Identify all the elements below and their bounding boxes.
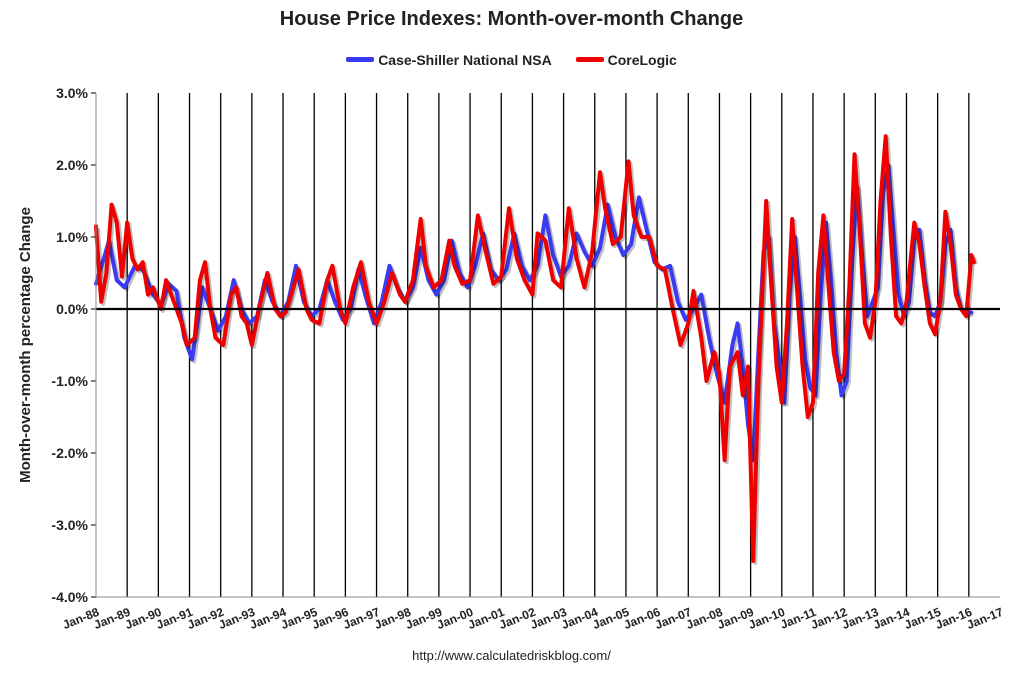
series-line-corelogic (94, 134, 976, 563)
series-lines (94, 134, 1000, 565)
legend-swatch-corelogic (575, 57, 604, 62)
legend-label-case-shiller: Case-Shiller National NSA (378, 51, 552, 68)
y-tick-label: 0.0% (56, 301, 88, 317)
y-axis-title: Month-over-month percentage Change (17, 207, 34, 483)
y-tick-label: -2.0% (51, 445, 88, 461)
y-tick-label: 1.0% (56, 229, 88, 245)
legend: Case-Shiller National NSA CoreLogic (0, 49, 1023, 68)
y-tick-label: -4.0% (51, 589, 88, 605)
series-shadow (96, 136, 978, 565)
y-tick-label: -1.0% (51, 373, 88, 389)
gridlines (126, 93, 970, 597)
chart-title: House Price Indexes: Month-over-month Ch… (279, 8, 744, 30)
y-tick-label: 2.0% (56, 157, 88, 173)
y-tick-label: -3.0% (51, 517, 88, 533)
legend-label-corelogic: CoreLogic (607, 51, 677, 68)
source-url: http://www.calculatedriskblog.com/ (412, 648, 611, 663)
legend-item-case-shiller: Case-Shiller National NSA (346, 52, 552, 68)
y-tick-label: 3.0% (56, 85, 88, 101)
legend-swatch-case-shiller (346, 57, 375, 62)
legend-item-corelogic: CoreLogic (575, 51, 677, 68)
x-tick-label: Jan-17 (965, 605, 1006, 632)
